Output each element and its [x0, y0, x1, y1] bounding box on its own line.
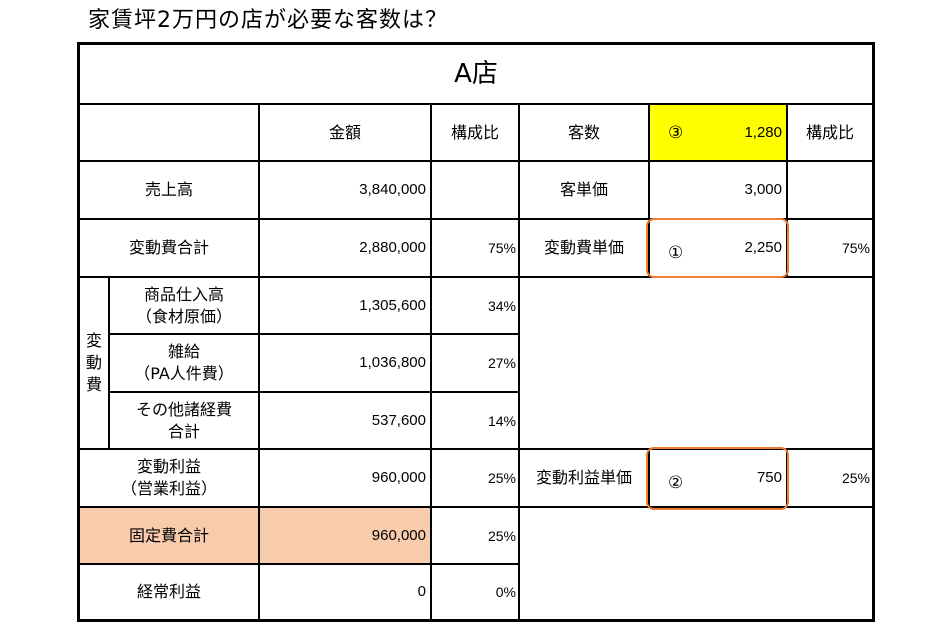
- blank-right-block: [519, 277, 873, 449]
- store-title: A店: [79, 44, 873, 104]
- label-variable-unit: 変動費単価: [519, 219, 649, 277]
- contribution-unit-cell: ② 750: [649, 449, 787, 507]
- side-label-variable-costs: 変 動 費: [79, 277, 109, 449]
- label-wages-line2: （PA人件費）: [134, 364, 234, 383]
- value-variable-unit: 2,250: [744, 239, 782, 256]
- header-amount: 金額: [259, 104, 431, 161]
- ratio-sales: [431, 161, 519, 219]
- amount-contribution: 960,000: [259, 449, 431, 507]
- ratio-purchases: 34%: [431, 277, 519, 334]
- label-ordinary: 経常利益: [79, 564, 259, 620]
- amount-purchases: 1,305,600: [259, 277, 431, 334]
- amount-sales: 3,840,000: [259, 161, 431, 219]
- header-blank: [79, 104, 259, 161]
- header-ratio-2: 構成比: [787, 104, 873, 161]
- label-other: その他諸経費 合計: [109, 392, 259, 449]
- label-fixed: 固定費合計: [79, 507, 259, 564]
- customers-value: 1,280: [744, 123, 782, 141]
- label-contribution: 変動利益 （営業利益）: [79, 449, 259, 507]
- ratio-wages: 27%: [431, 334, 519, 392]
- amount-wages: 1,036,800: [259, 334, 431, 392]
- label-other-line1: その他諸経費: [135, 399, 232, 419]
- side-char-1: 変: [85, 331, 102, 350]
- ratio-contribution-unit: 25%: [787, 449, 873, 507]
- callout-contribution-unit: [646, 447, 789, 510]
- ratio-variable-unit: 75%: [787, 219, 873, 277]
- label-variable-total: 変動費合計: [79, 219, 259, 277]
- ratio-variable-total: 75%: [431, 219, 519, 277]
- amount-ordinary: 0: [259, 564, 431, 620]
- label-purchases: 商品仕入高 （食材原価）: [109, 277, 259, 334]
- label-wages: 雑給 （PA人件費）: [109, 334, 259, 392]
- header-customers: 客数: [519, 104, 649, 161]
- ratio-unit-price: [787, 161, 873, 219]
- marker-3: ③: [668, 123, 684, 143]
- callout-variable-unit: [646, 218, 789, 278]
- label-wages-line1: 雑給: [167, 342, 200, 361]
- ratio-contribution: 25%: [431, 449, 519, 507]
- customers-value-cell: ③ 1,280: [649, 104, 787, 161]
- label-purchases-line1: 商品仕入高: [143, 284, 224, 304]
- blank-right-bottom: [519, 507, 873, 620]
- value-unit-price: 3,000: [649, 161, 787, 219]
- label-purchases-line2: （食材原価）: [135, 306, 232, 326]
- page-title: 家賃坪2万円の店が必要な客数は？: [88, 8, 448, 33]
- label-contribution-line2: （営業利益）: [120, 479, 217, 498]
- side-char-2: 動: [85, 353, 102, 372]
- amount-variable-total: 2,880,000: [259, 219, 431, 277]
- header-ratio: 構成比: [431, 104, 519, 161]
- value-contribution-unit: 750: [756, 469, 782, 486]
- breakeven-table: A店 金額 構成比 客数 ③ 1,280 構成比 売上高 3,840,000 客…: [77, 42, 875, 622]
- amount-fixed: 960,000: [259, 507, 431, 564]
- label-contribution-line1: 変動利益: [136, 457, 201, 476]
- ratio-other: 14%: [431, 392, 519, 449]
- label-contribution-unit: 変動利益単価: [519, 449, 649, 507]
- side-char-3: 費: [85, 375, 102, 394]
- marker-1: ①: [668, 243, 684, 263]
- ratio-fixed: 25%: [431, 507, 519, 564]
- label-sales: 売上高: [79, 161, 259, 219]
- label-other-line2: 合計: [167, 421, 200, 441]
- amount-other: 537,600: [259, 392, 431, 449]
- marker-2: ②: [668, 473, 684, 493]
- label-unit-price: 客単価: [519, 161, 649, 219]
- ratio-ordinary: 0%: [431, 564, 519, 620]
